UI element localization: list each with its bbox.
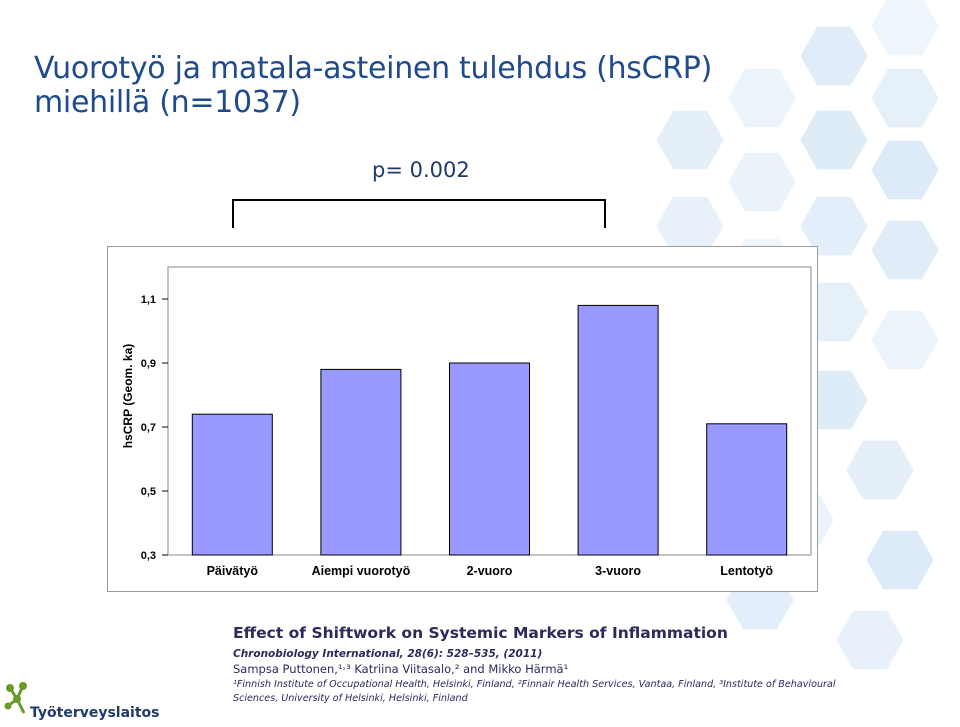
significance-bracket bbox=[232, 199, 606, 228]
y-tick-label: 0,5 bbox=[141, 486, 156, 498]
y-tick-label: 0,7 bbox=[141, 422, 156, 434]
bar-4 bbox=[577, 304, 659, 556]
hexagon-decoration bbox=[866, 136, 944, 204]
y-tick-label: 1,1 bbox=[141, 294, 156, 306]
hexagon-decoration bbox=[795, 106, 873, 174]
y-tick-label: 0,9 bbox=[141, 358, 156, 370]
hexagon-decoration bbox=[723, 64, 801, 132]
y-tick-label: 0,3 bbox=[141, 550, 156, 562]
chart-frame: 0,3 0,5 0,7 0,9 1,1 hsCRP (Geom. ka) Päivätyö A… bbox=[107, 246, 818, 592]
citation-affiliation-line2: Sciences, University of Helsinki, Helsin… bbox=[233, 693, 468, 704]
hexagon-decoration bbox=[795, 192, 873, 260]
x-tick-label: 3-vuoro bbox=[595, 564, 641, 578]
hexagon-decoration bbox=[866, 64, 944, 132]
slide-title-line1: Vuorotyö ja matala-asteinen tulehdus (hs… bbox=[34, 51, 712, 86]
x-tick-label: Lentotyö bbox=[720, 564, 773, 578]
citation-affiliation-line1: ¹Finnish Institute of Occupational Healt… bbox=[233, 679, 836, 690]
citation-title: Effect of Shiftwork on Systemic Markers … bbox=[233, 624, 728, 642]
people-network-logo-icon bbox=[4, 682, 27, 714]
hexagon-decoration bbox=[651, 106, 729, 174]
hexagon-decoration bbox=[866, 306, 944, 374]
hexagon-decoration bbox=[861, 526, 939, 594]
citation-journal: Chronobiology International, 28(6): 528–… bbox=[233, 648, 543, 660]
bar-2 bbox=[320, 368, 402, 556]
hexagon-decoration bbox=[723, 148, 801, 216]
x-tick-label: Aiempi vuorotyö bbox=[312, 564, 411, 578]
bar-chart: 0,3 0,5 0,7 0,9 1,1 hsCRP (Geom. ka) Päivätyö A… bbox=[121, 266, 812, 578]
hexagon-decoration bbox=[831, 606, 909, 674]
organization-logo: Työterveyslaitos bbox=[4, 680, 204, 724]
bar-5 bbox=[706, 423, 788, 556]
logo-text: Työterveyslaitos bbox=[30, 705, 160, 721]
hexagon-decoration bbox=[866, 0, 944, 60]
citation-authors: Sampsa Puttonen,¹˒³ Katriina Viitasalo,²… bbox=[233, 662, 569, 676]
citation-block: Effect of Shiftwork on Systemic Markers … bbox=[233, 624, 853, 706]
slide-title: Vuorotyö ja matala-asteinen tulehdus (hs… bbox=[34, 52, 712, 120]
bar-3 bbox=[449, 362, 530, 556]
hexagon-decoration bbox=[841, 436, 919, 504]
bar-1 bbox=[191, 413, 273, 556]
slide-title-line2: miehillä (n=1037) bbox=[34, 85, 301, 120]
citation-affiliation: ¹Finnish Institute of Occupational Healt… bbox=[233, 678, 853, 706]
y-axis-label: hsCRP (Geom. ka) bbox=[121, 344, 135, 448]
hexagon-decoration bbox=[795, 22, 873, 90]
hexagon-decoration bbox=[866, 216, 944, 284]
p-value-label: p= 0.002 bbox=[372, 158, 470, 182]
x-tick-label: 2-vuoro bbox=[467, 564, 513, 578]
x-tick-label: Päivätyö bbox=[207, 564, 259, 578]
